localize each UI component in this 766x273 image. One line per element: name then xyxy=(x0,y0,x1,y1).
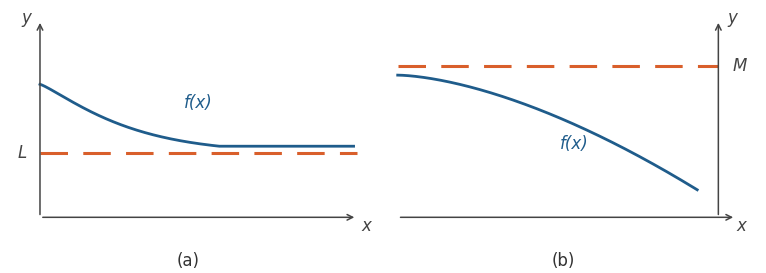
Text: L: L xyxy=(18,144,27,162)
Text: M: M xyxy=(732,57,747,75)
Text: (a): (a) xyxy=(176,252,199,270)
Text: y: y xyxy=(21,9,31,27)
Text: y: y xyxy=(728,9,738,27)
Text: f(x): f(x) xyxy=(559,135,588,153)
Text: x: x xyxy=(361,218,371,236)
Text: (b): (b) xyxy=(552,252,574,270)
Text: f(x): f(x) xyxy=(184,94,213,112)
Text: x: x xyxy=(736,218,746,236)
